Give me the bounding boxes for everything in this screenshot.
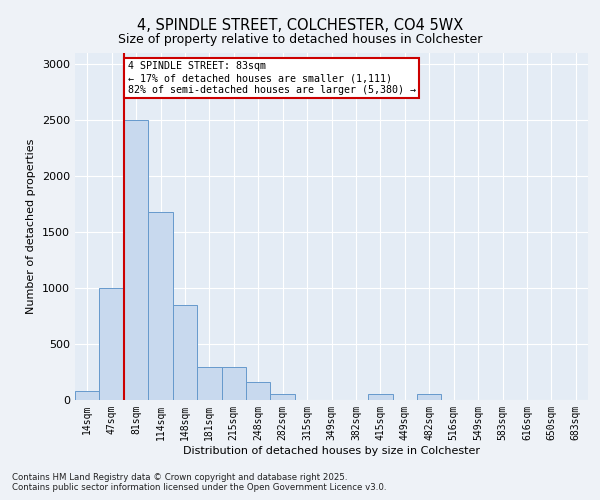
Bar	[100, 288, 124, 400]
Bar	[197, 368, 221, 400]
Bar	[271, 394, 295, 400]
Bar	[75, 391, 100, 400]
Bar	[124, 120, 148, 400]
Bar	[246, 382, 271, 400]
Text: 4 SPINDLE STREET: 83sqm
← 17% of detached houses are smaller (1,111)
82% of semi: 4 SPINDLE STREET: 83sqm ← 17% of detache…	[128, 62, 416, 94]
Text: 4, SPINDLE STREET, COLCHESTER, CO4 5WX: 4, SPINDLE STREET, COLCHESTER, CO4 5WX	[137, 18, 463, 32]
Bar	[368, 394, 392, 400]
Bar	[417, 394, 442, 400]
Bar	[148, 212, 173, 400]
Text: Contains HM Land Registry data © Crown copyright and database right 2025.
Contai: Contains HM Land Registry data © Crown c…	[12, 473, 386, 492]
Text: Size of property relative to detached houses in Colchester: Size of property relative to detached ho…	[118, 32, 482, 46]
Y-axis label: Number of detached properties: Number of detached properties	[26, 138, 37, 314]
Bar	[173, 304, 197, 400]
X-axis label: Distribution of detached houses by size in Colchester: Distribution of detached houses by size …	[183, 446, 480, 456]
Bar	[221, 368, 246, 400]
